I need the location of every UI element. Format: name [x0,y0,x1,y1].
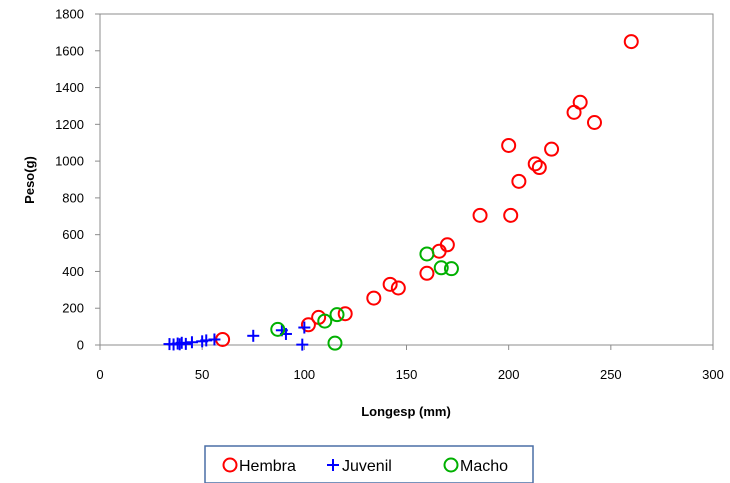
legend-box [204,445,534,483]
x-axis-title: Longesp (mm) [361,404,451,419]
x-tick-label: 0 [96,367,103,382]
macho-point-circle-marker [327,335,343,351]
x-tick-label: 150 [396,367,418,382]
macho-point-circle-marker [329,307,345,323]
x-tick-label: 50 [195,367,209,382]
y-tick-label: 800 [62,190,84,205]
juvenil-point-plus-marker [208,333,221,346]
y-tick-label: 1000 [55,154,84,169]
y-axis-title: Peso(g) [22,156,37,204]
juvenil-point-plus-marker [247,329,260,342]
hembra-point-circle-marker [300,317,316,333]
series-juvenil [163,321,311,351]
legend-juvenil-plus-marker [327,459,339,471]
macho-point-circle-marker [270,321,286,337]
hembra-point-circle-marker [501,137,517,153]
legend-item-hembra: Hembra [222,457,296,475]
series-macho [270,246,459,351]
hembra-point-circle-marker [511,173,527,189]
legend-label-macho: Macho [460,458,508,475]
macho-point-circle-marker [443,261,459,277]
hembra-point-circle-marker [439,237,455,253]
hembra-point-circle-marker [586,114,602,130]
hembra-point-circle-marker [503,207,519,223]
hembra-point-circle-marker [527,156,543,172]
y-tick-label: 600 [62,227,84,242]
juvenil-point-plus-marker [179,337,192,350]
x-tick-label: 200 [498,367,520,382]
plot-area [99,13,714,346]
hembra-point-circle-marker [544,141,560,157]
x-tick-label: 250 [600,367,622,382]
y-axis-ticks: 0 200 400 600 800 1000 1200 1400 1600 1800 [55,7,100,353]
legend-label-juvenil: Juvenil [342,458,392,475]
x-tick-label: 100 [293,367,315,382]
plot-border [99,13,714,346]
hembra-point-circle-marker [572,94,588,110]
macho-point-circle-marker [433,260,449,276]
y-tick-label: 1600 [55,43,84,58]
juvenil-point-plus-marker [185,336,198,349]
legend-hembra-circle-marker [222,457,238,473]
hembra-point-circle-marker [337,306,353,322]
legend-item-macho: Macho [443,457,508,475]
hembra-point-circle-marker [419,265,435,281]
data-points [163,34,639,351]
hembra-point-circle-marker [382,276,398,292]
series-hembra [215,34,639,347]
macho-point-circle-marker [419,246,435,262]
y-tick-label: 1200 [55,117,84,132]
hembra-point-circle-marker [472,207,488,223]
macho-point-circle-marker [317,313,333,329]
hembra-point-circle-marker [623,34,639,50]
y-tick-label: 0 [77,338,84,353]
juvenil-point-plus-marker [296,338,309,351]
legend-label-hembra: Hembra [239,458,296,475]
legend-item-juvenil: Juvenil [327,458,392,475]
y-tick-label: 400 [62,264,84,279]
y-tick-label: 1800 [55,7,84,22]
x-tick-label: 300 [702,367,724,382]
legend: Hembra Juvenil Macho [204,445,534,483]
legend-macho-circle-marker [443,457,459,473]
x-axis-ticks: 0 50 100 150 200 250 300 [96,345,724,382]
y-tick-label: 1400 [55,80,84,95]
juvenil-point-plus-marker [298,321,311,334]
y-tick-label: 200 [62,301,84,316]
hembra-point-circle-marker [390,280,406,296]
hembra-point-circle-marker [366,290,382,306]
hembra-point-circle-marker [531,160,547,176]
